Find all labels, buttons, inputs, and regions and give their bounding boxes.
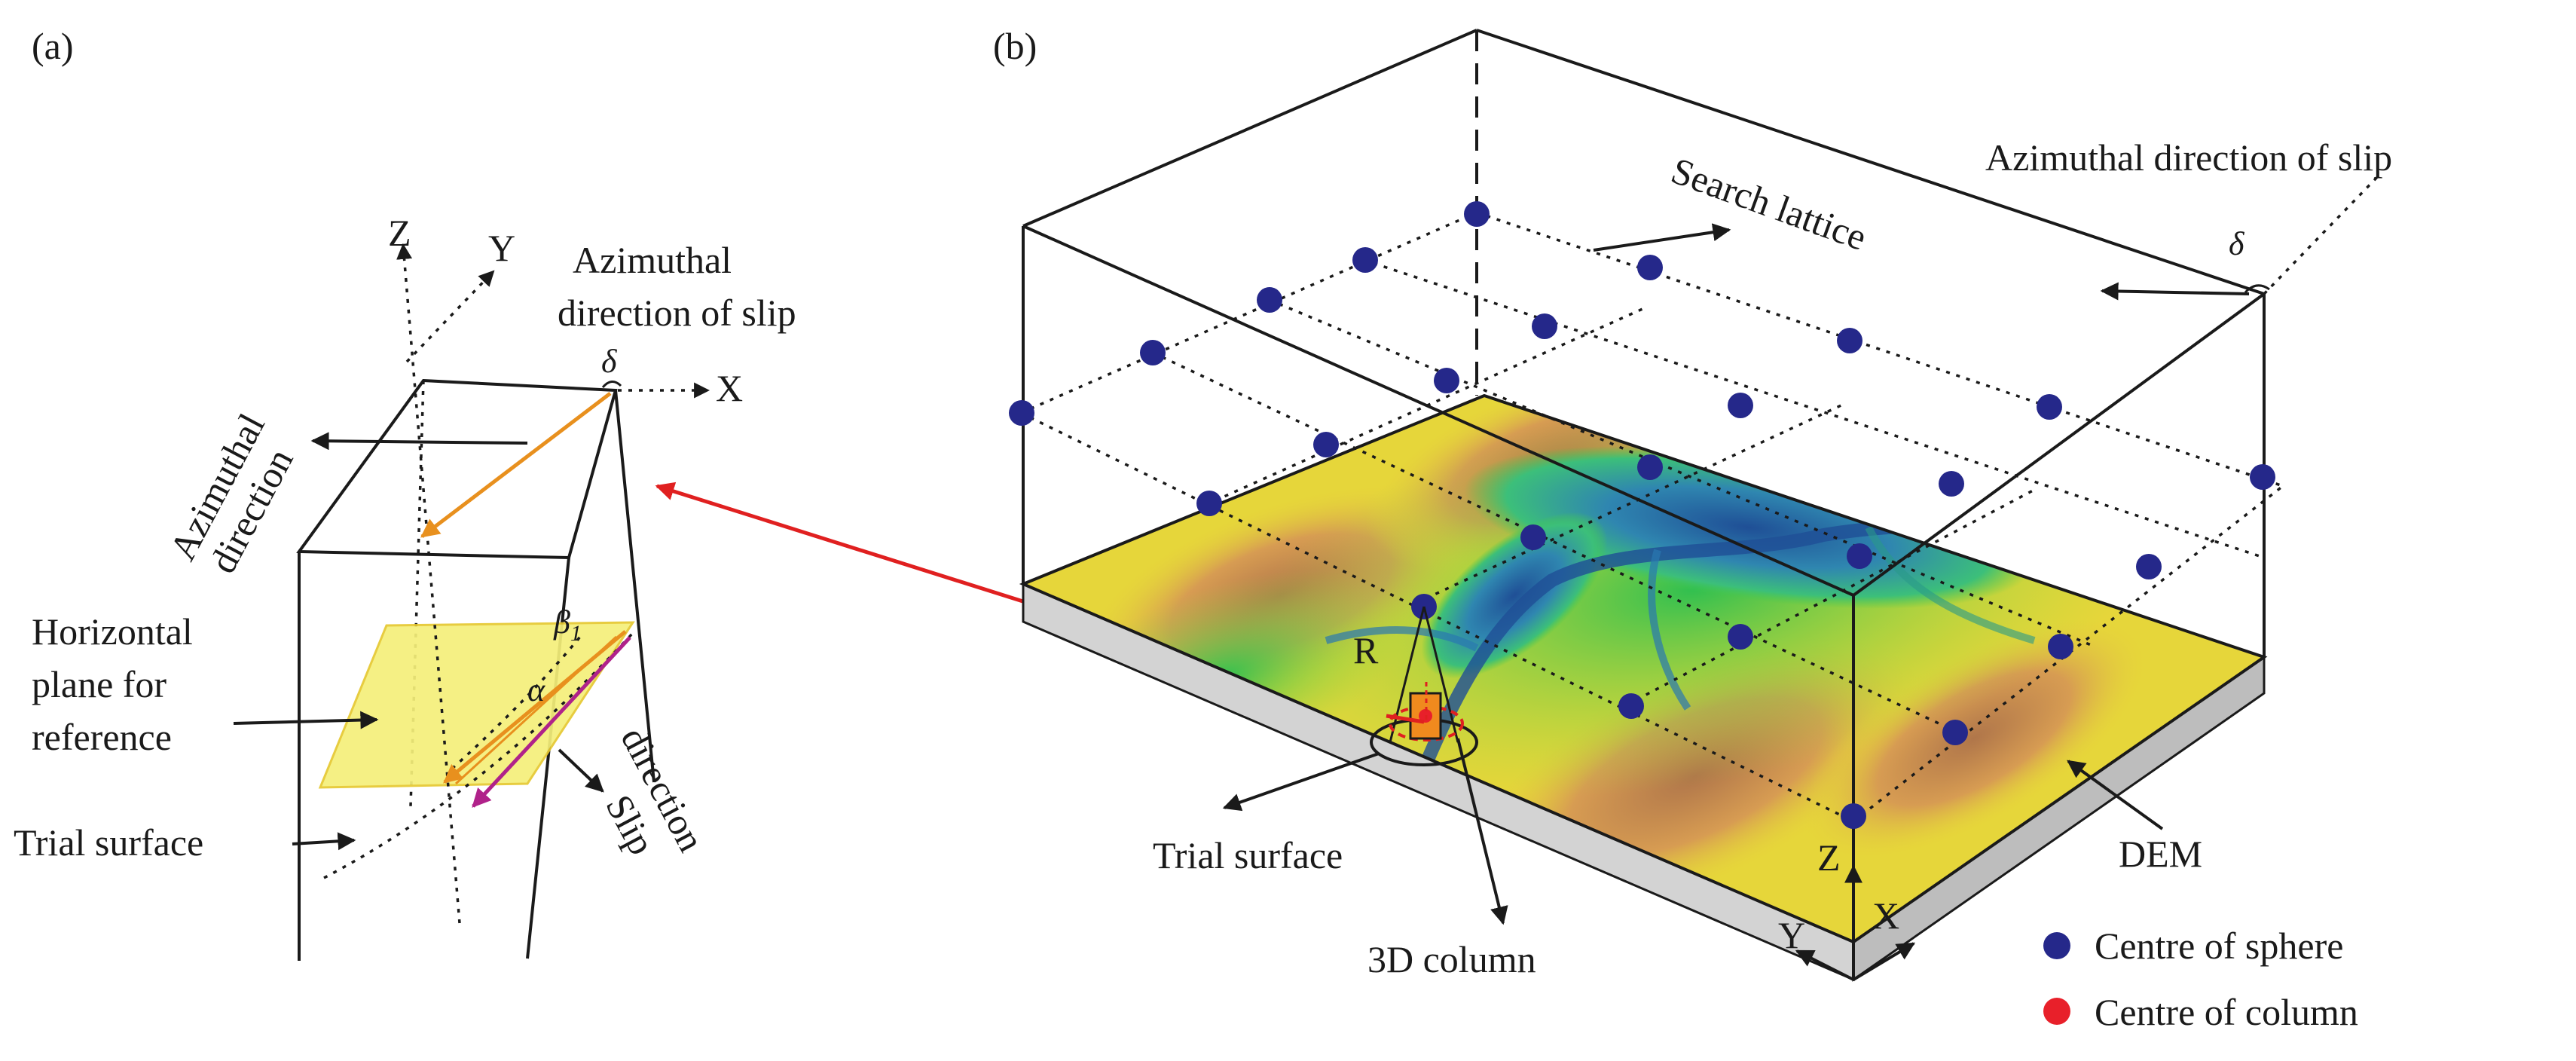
y-axis-b [1795, 949, 1854, 981]
sphere-centre [1847, 543, 1872, 569]
sphere-centre [1140, 340, 1166, 365]
cone-line-left [1389, 606, 1426, 743]
search-lattice-arrow [1593, 223, 1731, 252]
sphere-centre [1942, 720, 1968, 745]
box-top-right [1852, 292, 2266, 597]
sphere-centre [1434, 368, 1459, 393]
radius-label: R [1353, 629, 1379, 671]
sphere-centre [1520, 524, 1546, 550]
trial-surface-label-b: Trial surface [1153, 834, 1343, 876]
box-top-left [1022, 29, 1477, 228]
slip-vector-thin [454, 635, 618, 785]
sphere-centre [1939, 471, 1964, 497]
sphere-centre [1637, 454, 1663, 480]
slip-vector-true [472, 636, 631, 808]
sphere-centre [1196, 491, 1222, 516]
sphere-centre [1464, 201, 1490, 227]
column-3d-arrow [1456, 738, 1508, 925]
axis-z-a: Z [388, 212, 411, 254]
plane-curve [451, 635, 582, 770]
azimuthal-arrow-b [2100, 282, 2250, 301]
box-top-back [1476, 29, 2265, 295]
column-3d-label: 3D column [1367, 938, 1536, 980]
sphere-centre [1728, 393, 1753, 418]
azimuthal-slip-b: Azimuthal direction of slip [1985, 136, 2392, 179]
link-arrow-tail [1386, 714, 1425, 724]
azimuthal-slip-a-2: direction of slip [558, 292, 796, 334]
dem-label: DEM [2119, 833, 2202, 875]
sphere-centre [2048, 634, 2073, 659]
azimuthal-slip-a-1: Azimuthal [573, 239, 732, 281]
delta-a: δ [601, 343, 618, 380]
legend-sphere-swatch [2043, 932, 2070, 959]
delta-b: δ [2229, 225, 2245, 262]
sphere-centre [1837, 328, 1862, 353]
legend-sphere-label: Centre of sphere [2095, 925, 2343, 967]
horizontal-plane [318, 621, 635, 789]
trial-surface-arrow-a [292, 832, 356, 851]
slip-vector-top [420, 392, 612, 538]
axis-z-b: Z [1817, 836, 1841, 879]
sphere-centre [1618, 693, 1644, 719]
horizontal-plane-label-1: Horizontal [32, 610, 193, 653]
dem-arrow [2067, 760, 2164, 830]
slip-direction-arrow [558, 748, 604, 793]
sphere-centre [1257, 287, 1282, 313]
legend-column-swatch [2043, 998, 2070, 1025]
panel-b: (b) [993, 25, 2392, 982]
legend-column-label: Centre of column [2095, 991, 2358, 1033]
sphere-centre [2037, 394, 2062, 420]
y-axis-a [405, 270, 495, 363]
sphere-centre [1728, 624, 1753, 650]
lattice-lines [1020, 172, 2382, 823]
sphere-centre [1637, 255, 1663, 280]
axis-y-a: Y [488, 227, 515, 269]
panel-b-label: (b) [993, 25, 1037, 67]
trial-surface-label-a: Trial surface [14, 821, 203, 864]
x-axis-b [1852, 942, 1916, 981]
trial-surface-arrow-b [1222, 752, 1380, 812]
prism-top-face [296, 378, 618, 560]
azimuthal-direction-label: Azimuthal direction [161, 407, 301, 580]
slip-direction-label: Slip direction [597, 720, 713, 861]
sphere-centre [2250, 464, 2275, 490]
legend: Centre of sphere Centre of column [2043, 925, 2358, 1033]
cone-line-right [1422, 606, 1459, 743]
sphere-centre [1532, 313, 1557, 339]
search-lattice-label: Search lattice [1666, 149, 1872, 258]
sphere-centre [2136, 554, 2162, 579]
z-axis-a [396, 243, 461, 924]
axis-x-a: X [716, 367, 743, 409]
alpha-a: α [527, 671, 545, 708]
panel-a: (a) Z Y X δ β1 α [14, 25, 796, 961]
sphere-centre [1009, 400, 1034, 426]
horizontal-plane-label-2: plane for [32, 663, 167, 705]
axis-x-b: X [1872, 894, 1899, 937]
sphere-centre [1352, 247, 1378, 273]
sphere-centre [1313, 432, 1339, 457]
delta-arc-a [601, 381, 622, 389]
box-top-front [1022, 225, 1854, 597]
trial-sphere-group [1370, 606, 1478, 766]
sphere-centre [1841, 803, 1866, 829]
horizontal-plane-label-3: reference [32, 716, 172, 758]
prism-edge-back-right [614, 390, 655, 783]
prism-edge-hidden [409, 380, 425, 807]
beta-a: β1 [553, 604, 582, 646]
panel-a-label: (a) [32, 25, 74, 67]
axis-y-b: Y [1778, 914, 1805, 956]
sphere-centres [1009, 201, 2275, 829]
azimuthal-direction-arrow [310, 432, 528, 451]
delta-arc-b [2244, 284, 2270, 294]
horizontal-plane-arrow [233, 711, 379, 729]
